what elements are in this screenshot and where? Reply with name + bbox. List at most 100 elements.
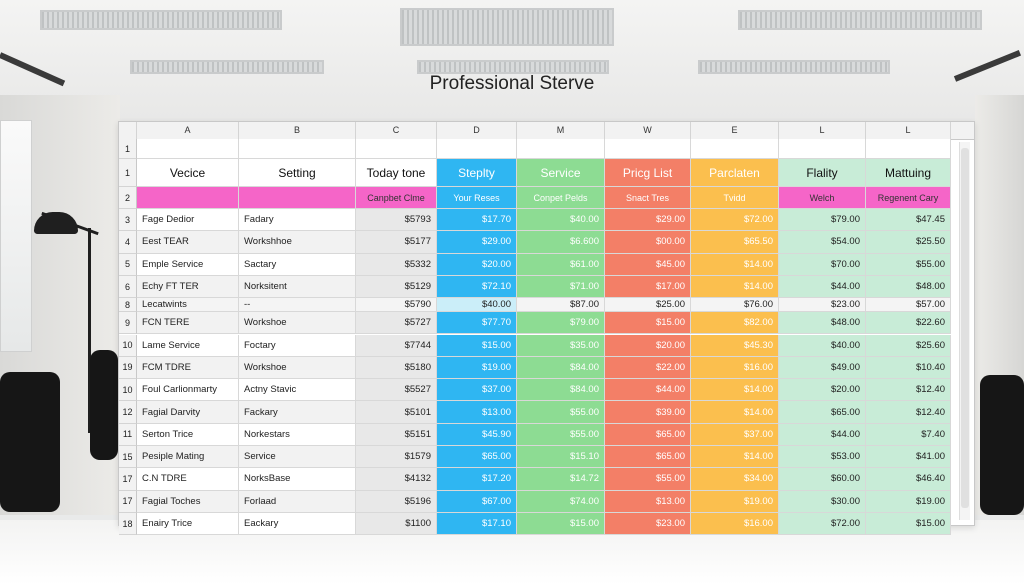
column-header[interactable]: L xyxy=(779,122,866,139)
cell[interactable]: $14.00 xyxy=(691,379,779,402)
cell[interactable]: FCM TDRE xyxy=(137,356,239,380)
cell[interactable]: Serton Trice xyxy=(137,423,239,446)
cell[interactable]: Tvidd xyxy=(691,187,779,209)
row-number[interactable]: 11 xyxy=(119,423,137,446)
cell[interactable]: $55.00 xyxy=(517,401,605,424)
cell[interactable]: $5790 xyxy=(356,298,437,313)
cell[interactable]: $79.00 xyxy=(517,312,605,335)
cell[interactable]: Forlaad xyxy=(239,490,356,513)
cell[interactable]: Setting xyxy=(239,159,356,187)
cell[interactable]: $48.00 xyxy=(779,312,866,335)
row-number[interactable]: 12 xyxy=(119,401,137,424)
cell[interactable]: $10.40 xyxy=(866,356,951,380)
cell[interactable]: $00.00 xyxy=(605,231,691,254)
cell[interactable]: $5727 xyxy=(356,312,437,335)
column-header[interactable]: D xyxy=(437,122,517,139)
cell[interactable]: $87.00 xyxy=(517,298,605,313)
cell[interactable]: $60.00 xyxy=(779,468,866,491)
cell[interactable]: Foctary xyxy=(239,334,356,357)
cell[interactable]: $65.00 xyxy=(605,423,691,446)
cell[interactable]: $25.60 xyxy=(866,334,951,357)
cell[interactable]: Your Reses xyxy=(437,187,517,209)
cell[interactable]: Workshoe xyxy=(239,356,356,380)
cell[interactable]: $22.00 xyxy=(605,356,691,380)
cell[interactable]: $65.00 xyxy=(779,401,866,424)
cell[interactable] xyxy=(239,187,356,209)
cell[interactable]: Fackary xyxy=(239,401,356,424)
cell[interactable]: $5101 xyxy=(356,401,437,424)
row-number[interactable]: 19 xyxy=(119,356,137,380)
cell[interactable]: Canpbet Clme xyxy=(356,187,437,209)
row-number[interactable]: 10 xyxy=(119,379,137,402)
cell[interactable]: Fagial Toches xyxy=(137,490,239,513)
row-number[interactable]: 10 xyxy=(119,334,137,357)
cell[interactable]: $19.00 xyxy=(866,490,951,513)
column-header[interactable]: B xyxy=(239,122,356,139)
cell[interactable]: $72.10 xyxy=(437,275,517,299)
cell[interactable]: $5527 xyxy=(356,379,437,402)
cell[interactable]: $25.00 xyxy=(605,298,691,313)
row-number[interactable]: 6 xyxy=(119,275,137,299)
cell[interactable]: $47.45 xyxy=(866,209,951,232)
cell[interactable]: $7744 xyxy=(356,334,437,357)
row-number[interactable]: 5 xyxy=(119,253,137,276)
cell[interactable]: $37.00 xyxy=(691,423,779,446)
cell[interactable]: $5196 xyxy=(356,490,437,513)
cell[interactable] xyxy=(239,139,356,159)
cell[interactable]: $79.00 xyxy=(779,209,866,232)
cell[interactable]: $15.00 xyxy=(517,512,605,536)
cell[interactable] xyxy=(691,139,779,159)
cell[interactable]: $14.00 xyxy=(691,401,779,424)
cell[interactable]: Enairy Trice xyxy=(137,512,239,536)
cell[interactable]: $65.00 xyxy=(605,446,691,469)
cell[interactable]: $23.00 xyxy=(779,298,866,313)
cell[interactable] xyxy=(517,139,605,159)
cell[interactable]: $54.00 xyxy=(779,231,866,254)
cell[interactable]: Emple Service xyxy=(137,253,239,276)
select-all-corner[interactable] xyxy=(119,122,137,139)
cell[interactable]: $20.00 xyxy=(605,334,691,357)
cell[interactable]: $5151 xyxy=(356,423,437,446)
cell[interactable]: Foul Carlionmarty xyxy=(137,379,239,402)
cell[interactable]: Eackary xyxy=(239,512,356,536)
cell[interactable]: $1100 xyxy=(356,512,437,536)
column-header[interactable]: A xyxy=(137,122,239,139)
cell[interactable]: $34.00 xyxy=(691,468,779,491)
cell[interactable]: $40.00 xyxy=(437,298,517,313)
cell[interactable]: Sactary xyxy=(239,253,356,276)
cell[interactable]: $84.00 xyxy=(517,356,605,380)
cell[interactable]: $20.00 xyxy=(437,253,517,276)
cell[interactable]: $67.00 xyxy=(437,490,517,513)
cell[interactable]: $55.00 xyxy=(605,468,691,491)
cell[interactable] xyxy=(137,139,239,159)
cell[interactable]: $12.40 xyxy=(866,401,951,424)
cell[interactable]: Snact Tres xyxy=(605,187,691,209)
cell[interactable]: $61.00 xyxy=(517,253,605,276)
row-number[interactable]: 18 xyxy=(119,512,137,536)
cell[interactable]: Actny Stavic xyxy=(239,379,356,402)
cell[interactable]: $20.00 xyxy=(779,379,866,402)
cell[interactable]: $19.00 xyxy=(691,490,779,513)
cell[interactable]: $19.00 xyxy=(437,356,517,380)
cell[interactable]: $45.00 xyxy=(605,253,691,276)
cell[interactable]: $72.00 xyxy=(691,209,779,232)
cell[interactable]: $55.00 xyxy=(866,253,951,276)
cell[interactable]: $65.50 xyxy=(691,231,779,254)
cell[interactable]: Flality xyxy=(779,159,866,187)
cell[interactable]: $35.00 xyxy=(517,334,605,357)
cell[interactable]: Service xyxy=(239,446,356,469)
cell[interactable]: $30.00 xyxy=(779,490,866,513)
cell[interactable]: $15.00 xyxy=(605,312,691,335)
cell[interactable]: -- xyxy=(239,298,356,313)
cell[interactable]: $4132 xyxy=(356,468,437,491)
cell[interactable]: Mattuing xyxy=(866,159,951,187)
cell[interactable]: $7.40 xyxy=(866,423,951,446)
cell[interactable]: $44.00 xyxy=(779,423,866,446)
cell[interactable]: $14.72 xyxy=(517,468,605,491)
cell[interactable] xyxy=(437,139,517,159)
cell[interactable]: $57.00 xyxy=(866,298,951,313)
cell[interactable]: $14.00 xyxy=(691,446,779,469)
cell[interactable]: Eest TEAR xyxy=(137,231,239,254)
cell[interactable]: Conpet Pelds xyxy=(517,187,605,209)
column-header[interactable]: L xyxy=(866,122,951,139)
